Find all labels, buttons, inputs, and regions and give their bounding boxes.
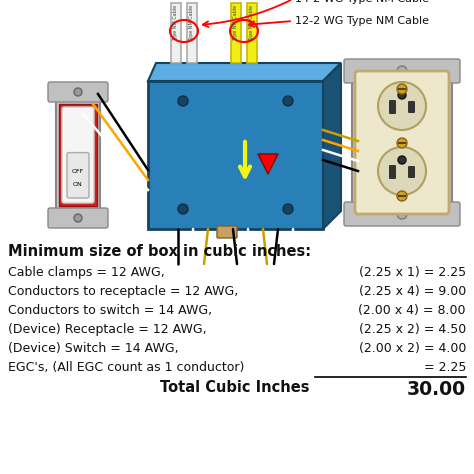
Circle shape [397,84,407,94]
Text: Type NM Cable: Type NM Cable [249,5,255,41]
FancyBboxPatch shape [344,59,460,83]
Text: (2.25 x 1) = 2.25: (2.25 x 1) = 2.25 [359,266,466,279]
Text: (2.00 x 2) = 4.00: (2.00 x 2) = 4.00 [359,342,466,355]
Text: (2.00 x 4) = 8.00: (2.00 x 4) = 8.00 [358,304,466,317]
Text: Conductors to switch = 14 AWG,: Conductors to switch = 14 AWG, [8,304,212,317]
Circle shape [74,88,82,96]
Circle shape [397,138,407,148]
Text: 12-2 WG Type NM Cable: 12-2 WG Type NM Cable [295,16,429,26]
FancyBboxPatch shape [67,153,89,198]
FancyBboxPatch shape [390,165,395,179]
Text: Conductors to receptacle = 12 AWG,: Conductors to receptacle = 12 AWG, [8,285,238,298]
Text: 30.00: 30.00 [407,380,466,399]
FancyBboxPatch shape [344,202,460,226]
Circle shape [283,96,293,106]
Circle shape [397,191,407,201]
Circle shape [283,204,293,214]
Text: Type NM Cable: Type NM Cable [173,5,179,41]
Circle shape [378,147,426,195]
FancyBboxPatch shape [409,166,414,177]
FancyBboxPatch shape [48,82,108,102]
Text: Total Cubic Inches: Total Cubic Inches [161,380,310,395]
FancyBboxPatch shape [56,89,100,221]
FancyBboxPatch shape [355,71,449,214]
Circle shape [398,91,406,99]
Circle shape [398,156,406,164]
Text: (Device) Receptacle = 12 AWG,: (Device) Receptacle = 12 AWG, [8,323,207,336]
Text: Type NM Cable: Type NM Cable [234,5,238,41]
Circle shape [397,66,407,76]
Bar [171,3,181,63]
FancyBboxPatch shape [352,64,452,221]
Text: = 2.25: = 2.25 [424,361,466,374]
Bar [247,3,257,63]
FancyBboxPatch shape [62,107,94,203]
Circle shape [74,214,82,222]
Text: OFF: OFF [72,168,84,173]
FancyBboxPatch shape [48,208,108,228]
FancyBboxPatch shape [59,104,97,206]
Text: 14-2 WG Type NM Cable: 14-2 WG Type NM Cable [295,0,429,4]
Text: ON: ON [73,182,83,186]
Bar [187,3,197,63]
Circle shape [178,204,188,214]
FancyBboxPatch shape [148,81,323,229]
FancyBboxPatch shape [217,226,237,238]
Text: EGC's, (All EGC count as 1 conductor): EGC's, (All EGC count as 1 conductor) [8,361,245,374]
Circle shape [178,96,188,106]
Text: Minimum size of box in cubic inches:: Minimum size of box in cubic inches: [8,244,311,259]
Text: Type NM Cable: Type NM Cable [190,5,194,41]
FancyBboxPatch shape [409,101,414,112]
Bar [231,3,241,63]
Text: (2.25 x 4) = 9.00: (2.25 x 4) = 9.00 [359,285,466,298]
Text: Cable clamps = 12 AWG,: Cable clamps = 12 AWG, [8,266,165,279]
Polygon shape [258,154,278,174]
Text: (2.25 x 2) = 4.50: (2.25 x 2) = 4.50 [359,323,466,336]
Circle shape [378,82,426,130]
Polygon shape [148,63,341,81]
Circle shape [397,209,407,219]
Text: (Device) Switch = 14 AWG,: (Device) Switch = 14 AWG, [8,342,179,355]
FancyBboxPatch shape [390,100,395,113]
Polygon shape [323,63,341,229]
